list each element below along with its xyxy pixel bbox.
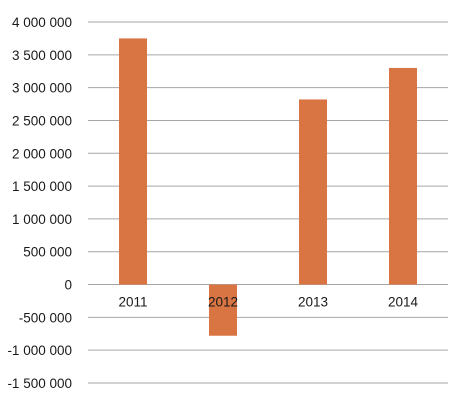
y-tick-label: 500 000: [23, 245, 72, 260]
bar-2014: [389, 67, 417, 285]
y-axis-tick-labels: 4 000 000 3 500 000 3 000 000 2 500 000 2 00…: [7, 15, 72, 391]
bar-2011: [119, 38, 147, 285]
x-category-label: 2013: [298, 295, 328, 310]
y-tick-label: -500 000: [19, 310, 72, 325]
x-category-label: 2014: [388, 295, 419, 310]
y-tick-label: -1 500 000: [7, 376, 72, 391]
bars: [119, 38, 417, 336]
y-tick-label: 3 000 000: [12, 81, 72, 96]
y-tick-label: 2 000 000: [12, 146, 72, 161]
gridlines: [88, 21, 448, 384]
x-axis-category-labels: 2011 2012 2013 2014: [118, 295, 418, 310]
x-category-label: 2011: [118, 295, 147, 310]
bar-2013: [299, 99, 327, 285]
y-tick-label: 1 500 000: [12, 179, 72, 194]
y-tick-label: 2 500 000: [12, 113, 72, 128]
y-tick-label: 0: [64, 278, 72, 293]
y-tick-label: 1 000 000: [12, 212, 72, 227]
bar-2012: [209, 284, 237, 336]
y-tick-label: -1 000 000: [7, 343, 72, 358]
y-tick-label: 4 000 000: [12, 15, 72, 30]
x-category-label: 2012: [208, 295, 238, 310]
y-tick-label: 3 500 000: [12, 48, 72, 63]
